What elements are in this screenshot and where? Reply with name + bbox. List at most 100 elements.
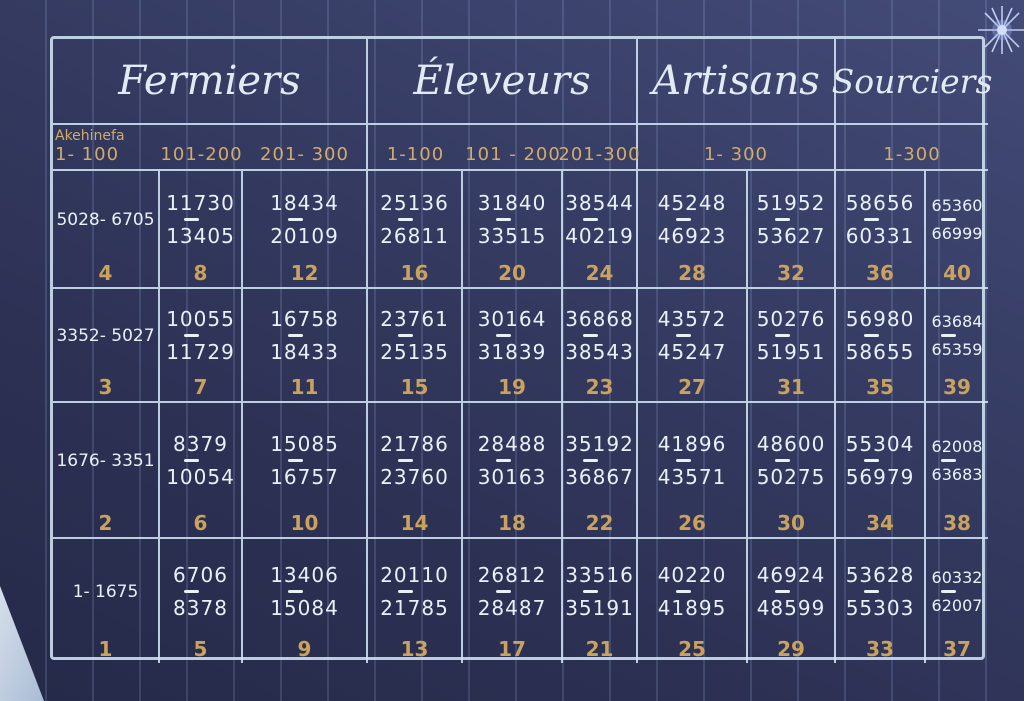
dash-mark <box>940 218 956 221</box>
cell-index: 23 <box>585 375 614 399</box>
table-cell: 33516 35191 21 <box>563 539 638 663</box>
cell-index: 38 <box>943 511 971 535</box>
range-end: 8378 <box>173 596 228 620</box>
range-end: 25135 <box>380 340 449 364</box>
subheader-5: 101 - 200 <box>463 125 563 171</box>
table-cell: 20110 21785 13 <box>368 539 463 663</box>
cell-index: 33 <box>866 637 894 661</box>
table-cell: 36868 38543 23 <box>563 289 638 403</box>
table-cell: 21786 23760 14 <box>368 403 463 539</box>
dash-mark <box>288 218 303 221</box>
header-fermiers: Fermiers <box>53 39 368 125</box>
cell-index: 36 <box>866 261 894 285</box>
range-start: 56980 <box>845 307 915 331</box>
cell-index: 21 <box>585 637 614 661</box>
dash-mark <box>583 459 598 462</box>
table-cell: 10055 11729 7 <box>160 289 243 403</box>
table-cell: 58656 60331 36 <box>836 171 926 289</box>
range-label: 201-300 <box>558 144 641 165</box>
subheader-4: 1-100 <box>368 125 463 171</box>
cell-index: 12 <box>290 261 319 285</box>
table-cell: 1676- 3351 2 <box>53 403 160 539</box>
table-cell: 46924 48599 29 <box>748 539 836 663</box>
range-start: 65360 <box>931 195 983 215</box>
table-cell: 31840 33515 20 <box>463 171 563 289</box>
range-end: 16757 <box>270 465 339 489</box>
dash-mark <box>583 334 598 337</box>
range-start: 23761 <box>380 307 449 331</box>
range-end: 21785 <box>380 596 449 620</box>
range-start: 25136 <box>380 191 449 215</box>
dash-mark <box>495 218 511 221</box>
dash-mark <box>495 590 511 593</box>
dash-mark <box>774 590 790 593</box>
cell-index: 40 <box>943 261 971 285</box>
range-end: 38543 <box>565 340 634 364</box>
range-end: 55303 <box>845 596 915 620</box>
range-start: 40220 <box>657 563 727 587</box>
range-start: 30164 <box>477 307 547 331</box>
range-start: 10055 <box>166 307 235 331</box>
table-cell: 3352- 5027 3 <box>53 289 160 403</box>
range-start: 15085 <box>270 432 339 456</box>
range-start: 21786 <box>380 432 449 456</box>
table-cell: 53628 55303 33 <box>836 539 926 663</box>
range-start: 35192 <box>565 432 634 456</box>
cell-index: 4 <box>98 261 113 285</box>
range-text: 5028- 6705 <box>56 210 155 230</box>
header-label: Éleveurs <box>413 58 591 104</box>
range-label: 1- 100 <box>55 144 120 165</box>
range-end: 35191 <box>565 596 634 620</box>
range-start: 62008 <box>931 436 983 456</box>
dash-mark <box>184 459 199 462</box>
range-end: 36867 <box>565 465 634 489</box>
subheader-6: 201-300 <box>558 125 640 171</box>
dash-mark <box>940 590 956 593</box>
cell-index: 39 <box>943 375 971 399</box>
table-cell: 35192 36867 22 <box>563 403 638 539</box>
range-end: 20109 <box>270 224 339 248</box>
table-cell: 63684 65359 39 <box>926 289 988 403</box>
cell-index: 22 <box>585 511 614 535</box>
dash-mark <box>398 590 413 593</box>
table-cell: 5028- 6705 4 <box>53 171 160 289</box>
cell-index: 26 <box>678 511 706 535</box>
cell-index: 34 <box>866 511 894 535</box>
header-artisans: Artisans <box>638 39 836 125</box>
table-cell: 8379 10054 6 <box>160 403 243 539</box>
range-end: 10054 <box>166 465 235 489</box>
dash-mark <box>863 218 879 221</box>
range-label: 1- 300 <box>703 144 769 165</box>
range-end: 51951 <box>756 340 826 364</box>
cell-index: 31 <box>777 375 805 399</box>
table-cell: 65360 66999 40 <box>926 171 988 289</box>
range-end: 48599 <box>756 596 826 620</box>
range-start: 20110 <box>380 563 449 587</box>
range-end: 63683 <box>931 465 983 484</box>
cell-index: 19 <box>498 375 526 399</box>
dash-mark <box>675 590 691 593</box>
cell-index: 25 <box>678 637 706 661</box>
header-label: Sourciers <box>831 61 993 101</box>
subheader-1: Akehinefa 1- 100 <box>53 125 160 171</box>
range-label: 101 - 200 <box>465 144 561 165</box>
table-cell: 28488 30163 18 <box>463 403 563 539</box>
cell-index: 1 <box>98 637 113 661</box>
range-start: 26812 <box>477 563 547 587</box>
table-cell: 60332 62007 37 <box>926 539 988 663</box>
range-end: 11729 <box>166 340 235 364</box>
starburst-flare <box>978 6 1024 54</box>
cell-index: 24 <box>585 261 614 285</box>
range-end: 26811 <box>380 224 449 248</box>
range-end: 41895 <box>657 596 727 620</box>
range-start: 6706 <box>173 563 228 587</box>
table-cell: 25136 26811 16 <box>368 171 463 289</box>
dash-mark <box>184 590 199 593</box>
range-end: 31839 <box>477 340 547 364</box>
table-cell: 30164 31839 19 <box>463 289 563 403</box>
table-cell: 40220 41895 25 <box>638 539 748 663</box>
range-start: 58656 <box>845 191 915 215</box>
dash-mark <box>398 334 413 337</box>
cell-index: 29 <box>777 637 805 661</box>
table-cell: 18434 20109 12 <box>243 171 368 289</box>
